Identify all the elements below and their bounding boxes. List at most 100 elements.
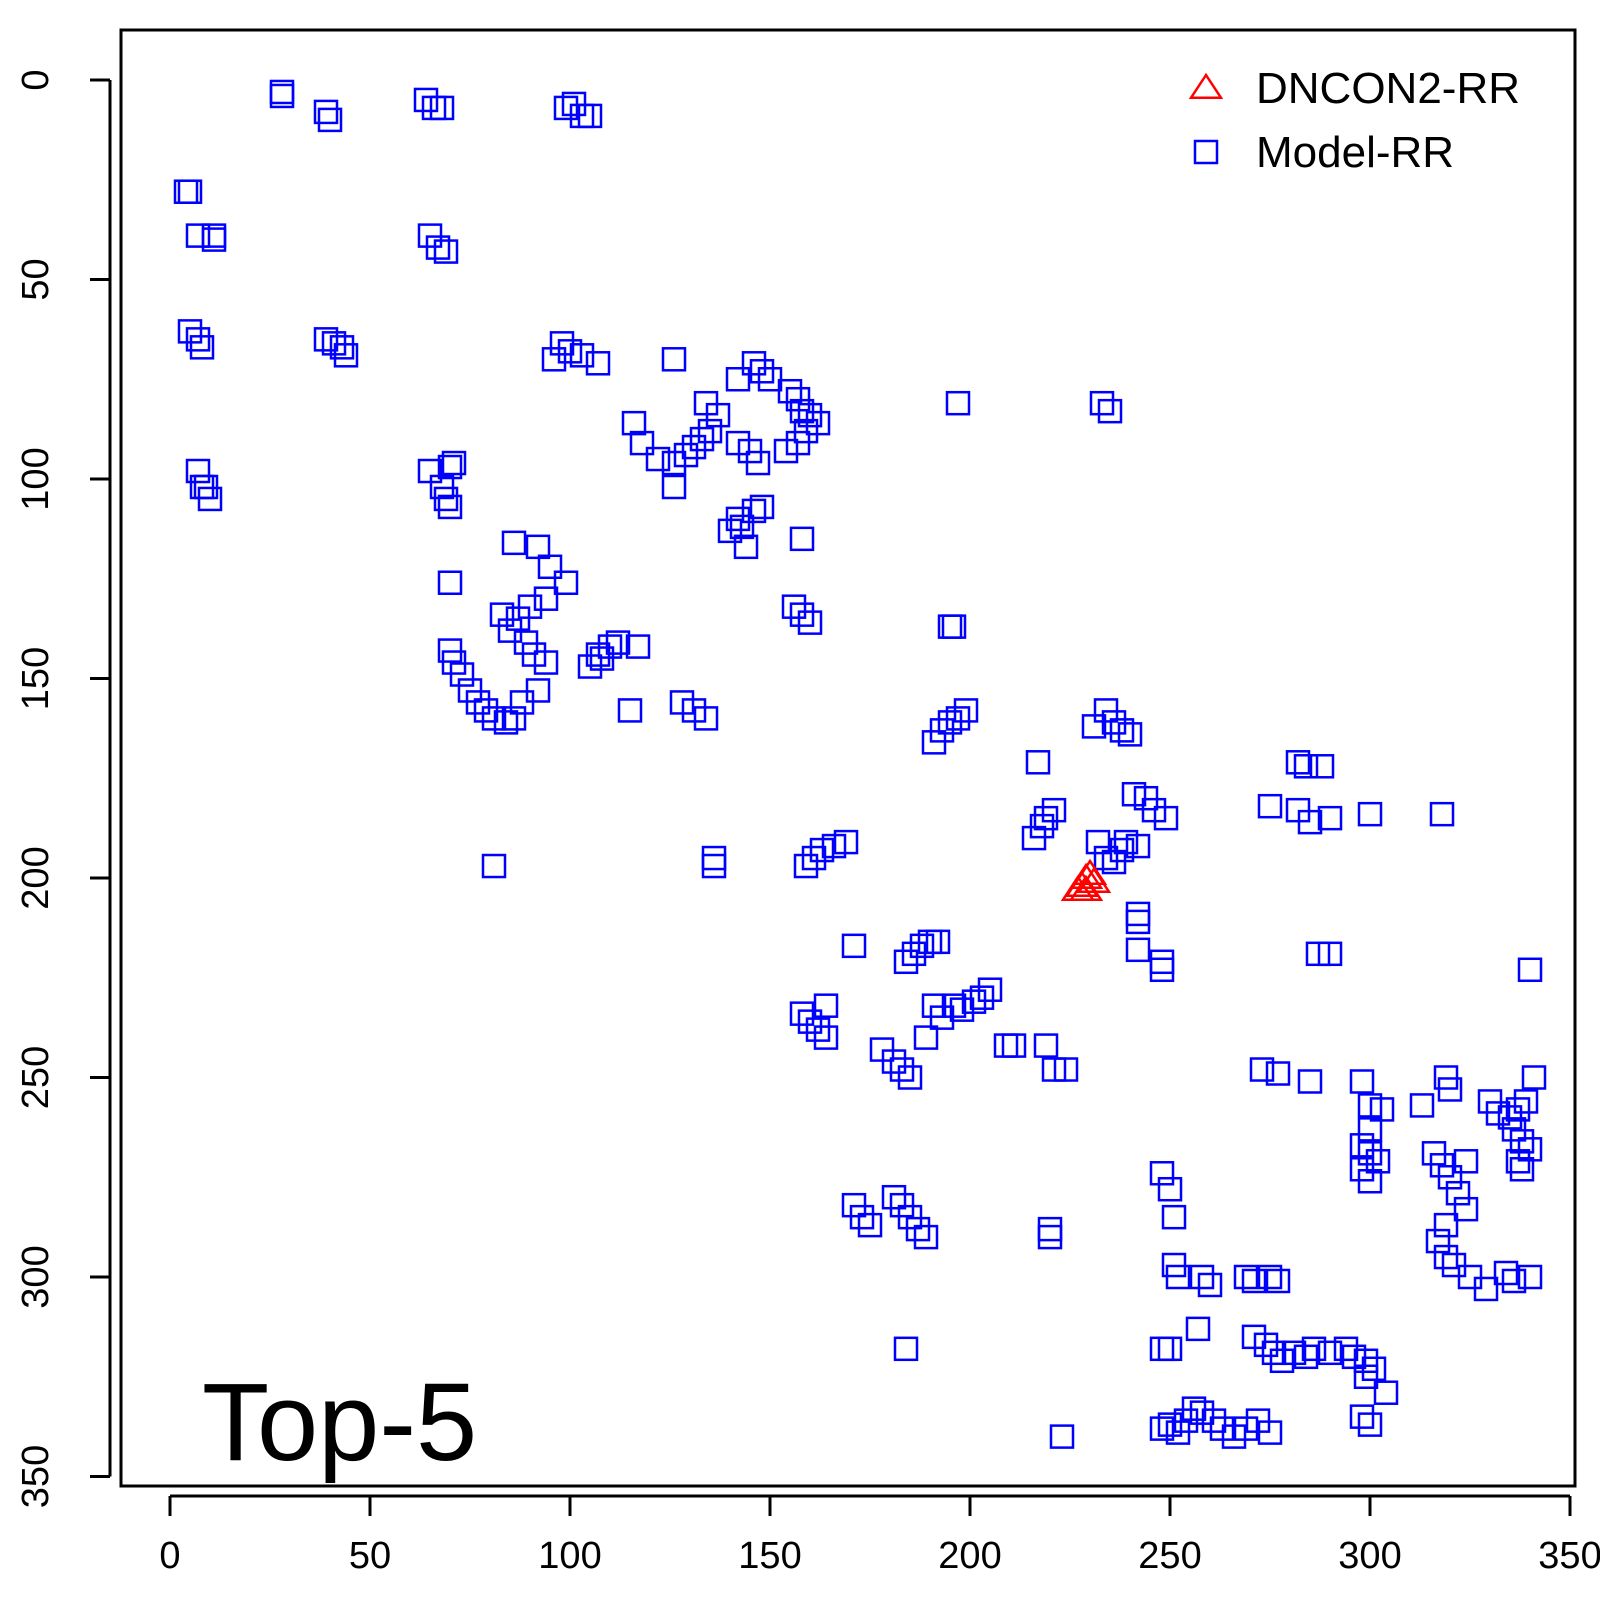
model-rr-point	[1453, 1149, 1479, 1174]
model-rr-point	[553, 570, 579, 595]
model-rr-point	[1153, 805, 1179, 831]
model-rr-point	[333, 343, 359, 368]
x-tick-label: 150	[738, 1535, 801, 1577]
scatter-marks	[173, 79, 1547, 1449]
y-tick-label: 250	[15, 1046, 57, 1109]
model-rr-point	[733, 534, 759, 560]
model-rr-point	[509, 690, 535, 715]
model-rr-point	[621, 410, 647, 436]
model-rr-point	[1085, 829, 1111, 855]
model-rr-point	[1501, 1268, 1527, 1294]
model-rr-point	[953, 698, 979, 723]
model-rr-point	[1297, 1069, 1323, 1094]
model-rr-point	[857, 1212, 883, 1238]
model-rr-point	[1505, 1097, 1531, 1122]
model-rr-point	[789, 526, 815, 552]
model-rr-point	[481, 853, 507, 879]
model-rr-point	[1509, 1157, 1535, 1182]
model-rr-point	[329, 335, 355, 360]
model-rr-point	[849, 1204, 875, 1230]
model-rr-point	[749, 359, 775, 384]
model-rr-point	[793, 418, 819, 444]
model-rr-point	[1089, 390, 1115, 416]
model-rr-point	[1453, 1196, 1479, 1222]
y-tick-label: 50	[15, 258, 57, 300]
model-rr-point	[177, 179, 203, 204]
model-rr-point	[1033, 1033, 1059, 1058]
model-rr-point	[1125, 833, 1151, 859]
model-rr-point	[889, 1057, 915, 1082]
model-rr-point	[1257, 793, 1283, 819]
model-rr-point	[1109, 837, 1135, 863]
model-rr-point	[993, 1033, 1019, 1058]
model-rr-point	[1349, 1133, 1375, 1158]
model-rr-point	[693, 706, 719, 731]
model-rr-point	[429, 95, 455, 121]
model-rr-point	[805, 1017, 831, 1042]
x-tick-label: 250	[1138, 1535, 1201, 1577]
model-rr-point	[749, 494, 775, 520]
model-rr-point	[189, 335, 215, 360]
model-rr-point	[1437, 1077, 1463, 1102]
model-rr-point	[1265, 1268, 1291, 1294]
model-rr-point	[1357, 1141, 1383, 1166]
model-rr-point	[1517, 957, 1543, 983]
model-rr-point	[185, 223, 211, 248]
dncon2-rr-point	[1076, 866, 1112, 893]
model-rr-point	[801, 845, 827, 871]
model-rr-point	[1493, 1260, 1519, 1286]
model-rr-point	[1437, 1165, 1463, 1190]
model-rr-point	[1117, 722, 1143, 747]
model-rr-point	[841, 933, 867, 959]
model-rr-point	[689, 426, 715, 452]
model-rr-point	[269, 83, 295, 109]
model-rr-point	[1349, 1069, 1375, 1094]
model-rr-point	[1053, 1057, 1079, 1082]
model-rr-point	[1165, 1264, 1191, 1290]
model-rr-point	[1429, 801, 1455, 827]
model-rr-point	[1293, 1344, 1319, 1370]
model-rr-point	[625, 634, 651, 659]
legend-square-icon	[1193, 139, 1219, 165]
model-rr-point	[549, 331, 575, 356]
model-rr-point	[925, 929, 951, 955]
model-rr-point	[1257, 1420, 1283, 1445]
model-rr-point	[1037, 1216, 1063, 1242]
model-rr-point	[1161, 1204, 1187, 1230]
model-rr-point	[1317, 805, 1343, 831]
model-rr-point	[1509, 1129, 1535, 1154]
model-rr-point	[645, 446, 671, 472]
model-rr-point	[1197, 1272, 1223, 1298]
model-rr-point	[1357, 1168, 1383, 1194]
model-rr-point	[1049, 1424, 1075, 1449]
model-rr-point	[1349, 1404, 1375, 1429]
model-rr-point	[493, 710, 519, 735]
model-rr-point	[1025, 750, 1051, 775]
model-rr-point	[313, 327, 339, 352]
model-rr-point	[833, 829, 859, 855]
model-rr-point	[437, 494, 463, 520]
model-rr-point	[941, 993, 967, 1018]
model-rr-point	[941, 614, 967, 639]
model-rr-point	[797, 1009, 823, 1034]
model-rr-point	[661, 347, 687, 372]
model-rr-point	[741, 498, 767, 524]
y-axis: 0 50 100 150 200 250 300 350	[15, 69, 112, 1508]
model-rr-point	[1297, 809, 1323, 835]
model-rr-point	[1157, 1336, 1183, 1362]
panel-label: Top-5	[202, 1361, 477, 1484]
model-rr-point	[913, 1025, 939, 1050]
model-rr-point	[449, 662, 475, 687]
y-tick-label: 300	[15, 1245, 57, 1308]
y-tick-label: 150	[15, 647, 57, 710]
model-rr-point	[1285, 750, 1311, 775]
model-rr-point	[661, 474, 687, 500]
model-rr-point	[1257, 1264, 1283, 1290]
model-rr-point	[1265, 1061, 1291, 1086]
model-rr-point	[437, 454, 463, 480]
model-rr-point	[1357, 1412, 1383, 1437]
model-rr-point	[489, 602, 515, 627]
x-tick-label: 100	[538, 1535, 601, 1577]
model-rr-point	[881, 1184, 907, 1210]
